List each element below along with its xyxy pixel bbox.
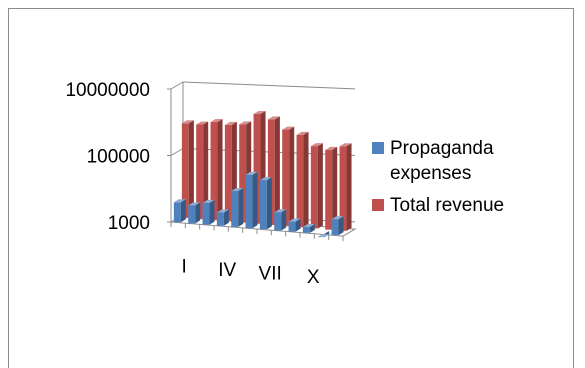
x-tick-label: X bbox=[307, 267, 320, 288]
x-axis: I IV VII X bbox=[170, 222, 344, 288]
bar-propaganda bbox=[231, 188, 244, 227]
bar-revenue bbox=[310, 143, 323, 229]
bar-revenue bbox=[267, 116, 280, 225]
x-tick-label: VII bbox=[259, 264, 282, 285]
bar-revenue bbox=[196, 121, 209, 220]
legend-swatch bbox=[372, 142, 384, 154]
plot-area bbox=[169, 81, 357, 238]
bar-revenue bbox=[210, 119, 223, 221]
bar-revenue bbox=[325, 146, 338, 230]
bar-propaganda bbox=[288, 218, 301, 232]
y-tick-label: 1000 bbox=[108, 213, 150, 234]
bar-revenue bbox=[339, 143, 352, 231]
y-tick-label: 100000 bbox=[87, 147, 150, 168]
legend-label: Total revenue bbox=[390, 195, 504, 216]
gridline-side bbox=[170, 148, 184, 156]
legend-label-cont: expenses bbox=[390, 163, 471, 184]
legend-label: Propaganda bbox=[390, 138, 494, 159]
x-tick-label: IV bbox=[218, 260, 236, 281]
y-tick-label: 10000000 bbox=[65, 80, 150, 101]
bar-propaganda bbox=[259, 177, 272, 230]
bar-propaganda bbox=[317, 230, 330, 238]
bar-propaganda bbox=[274, 209, 287, 231]
bar-propaganda bbox=[173, 199, 186, 223]
bar-propaganda bbox=[302, 223, 315, 233]
chart-area-border bbox=[8, 8, 574, 368]
bar-revenue bbox=[296, 131, 309, 228]
bar-revenue bbox=[282, 126, 295, 227]
bar-propaganda bbox=[202, 199, 215, 225]
legend: Propaganda expenses Total revenue bbox=[372, 138, 504, 216]
bar-revenue bbox=[181, 120, 194, 218]
bar-propaganda bbox=[245, 171, 258, 229]
gridline-side bbox=[170, 81, 184, 90]
bar-propaganda bbox=[188, 202, 201, 224]
x-tick-label: I bbox=[182, 257, 187, 278]
gridline bbox=[182, 81, 356, 90]
bar-propaganda bbox=[216, 209, 229, 226]
y-axis: 1000 100000 10000000 bbox=[65, 80, 172, 234]
legend-swatch bbox=[372, 199, 384, 211]
bar-propaganda bbox=[331, 216, 344, 236]
